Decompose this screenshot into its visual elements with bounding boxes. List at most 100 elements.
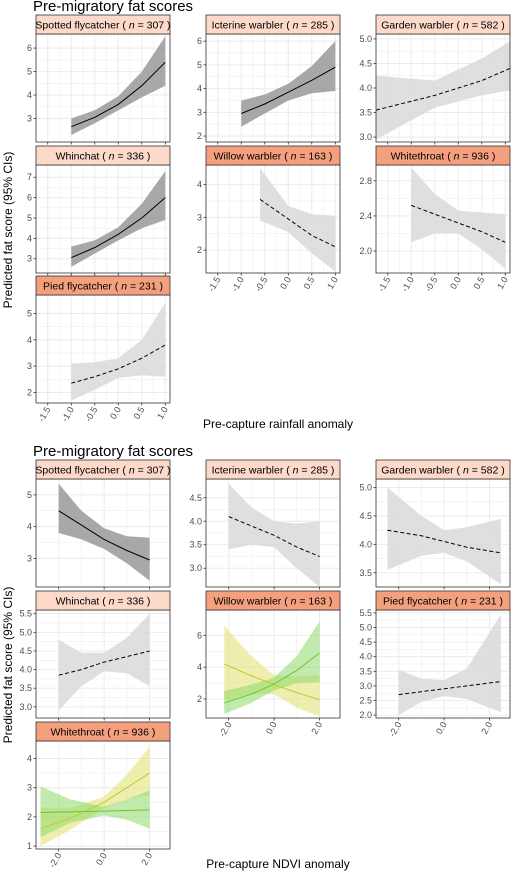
y-tick-label: 7 (27, 172, 32, 182)
y-tick-label: 4.5 (359, 511, 372, 521)
x-axis-label: Pre-capture NDVI anomaly (206, 857, 349, 871)
y-tick-label: 4 (197, 662, 202, 672)
strip-label: Pied flycatcher ( n = 231 ) (383, 596, 503, 608)
y-tick-label: 4 (27, 522, 32, 532)
y-tick-label: 4 (27, 233, 32, 243)
y-tick-label: 4 (197, 84, 202, 94)
panel-garden-warbler: Garden warbler ( n = 582 ) 3.5 4.0 4.5 5.0 (359, 459, 511, 590)
data-layer (223, 621, 320, 717)
data-layer (398, 614, 501, 716)
strip-n-label: n (129, 20, 135, 32)
strip-n-label: n (114, 727, 120, 739)
y-tick-label: 4.5 (19, 646, 32, 656)
x-tick-label: -1.0 (230, 275, 246, 293)
y-tick-label: 3.0 (359, 132, 372, 142)
panel-icterine-warbler: Icterine warbler ( n = 285 ) 2 3 4 5 6 (197, 14, 341, 145)
strip-species: Garden warbler ( (381, 20, 463, 32)
y-tick-label: 4.0 (19, 665, 32, 675)
y-tick-label: 4 (27, 335, 32, 345)
panel-pied-flycatcher: Pied flycatcher ( n = 231 ) 2.0 2.5 3.0 3.5 4… (359, 590, 511, 738)
y-tick-label: 2 (27, 812, 32, 822)
fit-line (259, 198, 336, 248)
strip-n-value: = 285 ) (299, 465, 335, 477)
y-axis-label: Predicted fat score (95% CIs) (1, 587, 15, 744)
strip (35, 459, 171, 480)
y-tick-label: 5.5 (19, 609, 32, 619)
ci-ribbon (71, 171, 166, 267)
strip (375, 145, 511, 166)
strip-n-value: = 336 ) (115, 151, 151, 163)
fit-line (411, 204, 506, 243)
ci-ribbon (398, 614, 501, 716)
strip-species: Pied flycatcher ( (383, 596, 461, 608)
x-axis-label: Pre-capture rainfall anomaly (203, 417, 353, 431)
chart-section-1: Pre-migratory fat scores Predicted fat sc… (1, 0, 511, 431)
y-tick-label: 3 (27, 114, 32, 124)
x-tick-label: 1.0 (155, 405, 170, 421)
strip-n-label: n (291, 596, 297, 608)
data-layer (411, 167, 506, 269)
strip-species: Spotted flycatcher ( (35, 20, 128, 32)
panel-whitethroat: Whitethroat ( n = 936 ) 1 2 3 4 -2.0 0.0 2.0 (27, 721, 171, 869)
ci-ribbon (387, 487, 501, 585)
strip-label: Whinchat ( n = 336 ) (56, 151, 151, 163)
y-tick-label: 3 (27, 254, 32, 264)
strip-label: Pied flycatcher ( n = 231 ) (43, 281, 163, 293)
y-tick-label: 4 (27, 90, 32, 100)
strip-label: Whinchat ( n = 336 ) (56, 596, 151, 608)
fit-line (71, 197, 166, 259)
y-tick-label: 2.8 (359, 176, 372, 186)
fit-line (71, 344, 166, 384)
y-tick-label: 1 (27, 841, 32, 851)
strip-n-value: = 336 ) (115, 596, 151, 608)
y-tick-label: 3.0 (19, 702, 32, 712)
y-tick-label: 3.5 (359, 108, 372, 118)
data-layer (58, 613, 150, 711)
strip-n-label: n (293, 465, 299, 477)
strip-n-label: n (454, 151, 460, 163)
x-tick-label: 0.0 (434, 720, 449, 736)
strip-label: Icterine warbler ( n = 285 ) (212, 20, 335, 32)
fit-line (387, 529, 501, 554)
strip-label: Whitethroat ( n = 936 ) (391, 151, 496, 163)
ci-ribbon (58, 483, 150, 581)
data-layer (58, 483, 150, 581)
x-tick-label: -1.5 (376, 275, 392, 293)
y-tick-label: 4.5 (359, 637, 372, 647)
strip-n-value: = 231 ) (127, 281, 163, 293)
fit-line (376, 67, 510, 111)
strip (35, 590, 171, 611)
x-tick-label: -1.5 (36, 405, 52, 423)
x-tick-label: -0.5 (253, 275, 269, 293)
strip-n-label: n (129, 465, 135, 477)
strip-n-label: n (109, 596, 115, 608)
strip-n-label: n (463, 20, 469, 32)
y-tick-label: 5.0 (359, 623, 372, 633)
strip-label: Garden warbler ( n = 582 ) (381, 20, 504, 32)
strip-n-label: n (461, 596, 467, 608)
x-tick-label: -0.5 (83, 405, 99, 423)
y-tick-label: 3.5 (359, 568, 372, 578)
chart-section-2: Pre-migratory fat scores Predicted fat sc… (1, 443, 511, 871)
ci-ribbon (411, 167, 506, 269)
y-tick-label: 2.4 (359, 211, 372, 221)
y-tick-label: 5.0 (359, 34, 372, 44)
x-tick-label: 2.0 (479, 720, 494, 736)
y-tick-label: 6 (27, 193, 32, 203)
strip-n-label: n (291, 151, 297, 163)
strip (205, 459, 341, 480)
y-tick-label: 3 (197, 107, 202, 117)
y-tick-label: 3.0 (359, 681, 372, 691)
y-tick-label: 2 (197, 245, 202, 255)
y-tick-label: 5 (27, 490, 32, 500)
fit-line (228, 516, 320, 557)
ci-ribbon (376, 41, 510, 140)
data-layer (387, 487, 501, 585)
panel-pied-flycatcher: Pied flycatcher ( n = 231 ) 2 3 4 5 -1.5 -1.0-… (27, 275, 171, 423)
strip-species: Icterine warbler ( (212, 20, 293, 32)
panel-willow-warbler: Willow warbler ( n = 163 ) 2 4 6 -2.0 0.0 2.0 (197, 590, 341, 738)
strip-n-value: = 307 ) (135, 20, 171, 32)
ci-ribbon (260, 168, 336, 272)
panel-spotted-flycatcher: Spotted flycatcher ( n = 307 ) 3 4 5 6 (27, 14, 171, 145)
data-layer (376, 41, 510, 140)
